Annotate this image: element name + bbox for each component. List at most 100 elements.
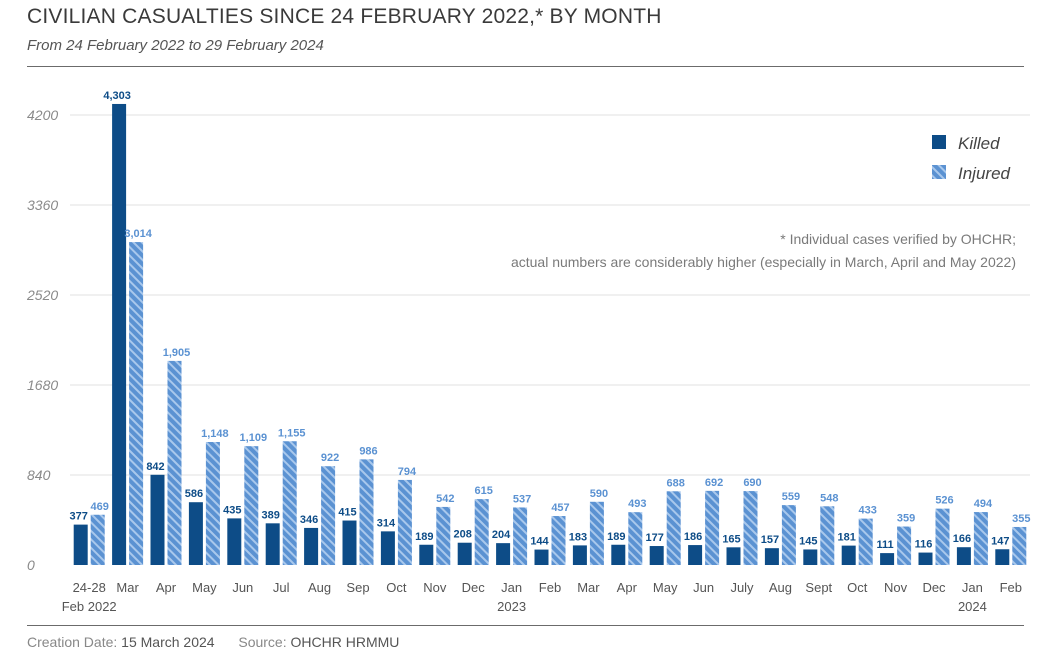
value-label-killed: 147	[991, 535, 1009, 547]
annotation-note: * Individual cases verified by OHCHR; ac…	[511, 231, 1016, 270]
value-label-killed: 165	[722, 533, 740, 545]
value-label-killed: 189	[415, 531, 433, 543]
value-label-killed: 842	[146, 461, 164, 473]
value-label-injured: 692	[705, 477, 723, 489]
value-label-injured: 494	[974, 498, 993, 510]
x-tick-label: Sept	[805, 580, 832, 595]
x-tick-label: Jun	[693, 580, 714, 595]
bar-injured	[743, 491, 758, 565]
bar-killed	[534, 549, 549, 565]
legend-injured-swatch	[932, 165, 946, 179]
value-label-killed: 181	[838, 532, 856, 544]
value-label-killed: 415	[338, 507, 356, 519]
value-label-killed: 346	[300, 514, 318, 526]
x-tick-label: Oct	[386, 580, 407, 595]
value-label-injured: 615	[475, 485, 493, 497]
bar-killed	[457, 542, 472, 565]
bar-killed	[611, 544, 626, 565]
bar-injured	[244, 446, 259, 565]
bar-killed	[572, 545, 587, 565]
x-tick-label: Apr	[617, 580, 638, 595]
value-label-injured: 548	[820, 492, 838, 504]
value-label-killed: 377	[70, 511, 88, 523]
bar-injured	[436, 506, 451, 565]
y-axis-ticks: 0 840 1680 2520 3360 4200	[26, 107, 58, 573]
y-tick-label: 1680	[27, 377, 58, 393]
bars	[73, 103, 1027, 566]
x-axis-labels: 24-28 Feb 2022 Mar Apr May Jun Jul Aug Sep Oct Nov…	[62, 580, 1022, 614]
bar-killed	[726, 547, 741, 565]
y-tick-label: 840	[27, 467, 51, 483]
bar-injured	[897, 526, 912, 565]
x-tick-label: Dec	[922, 580, 946, 595]
value-label-killed: 144	[530, 536, 549, 548]
bar-injured	[359, 459, 374, 565]
bar-injured	[820, 506, 835, 565]
bar-killed	[956, 547, 971, 565]
value-label-injured: 542	[436, 493, 454, 505]
x-tick-label: Jun	[232, 580, 253, 595]
x-tick-label: Jan	[501, 580, 522, 595]
value-label-injured: 469	[91, 501, 109, 513]
x-tick-label: Feb	[1000, 580, 1022, 595]
y-tick-label: 2520	[26, 287, 58, 303]
bar-injured	[321, 466, 336, 565]
value-label-killed: 435	[223, 504, 241, 516]
value-label-killed: 189	[607, 531, 625, 543]
y-tick-label: 0	[27, 557, 35, 573]
bar-injured	[397, 479, 412, 565]
x-tick-sublabel: 2024	[958, 599, 987, 614]
annotation-line-1: * Individual cases verified by OHCHR;	[780, 231, 1016, 247]
bar-killed	[688, 545, 703, 565]
x-tick-sublabel: Feb 2022	[62, 599, 117, 614]
value-label-injured: 690	[743, 477, 761, 489]
bar-injured	[513, 507, 528, 565]
value-label-killed: 145	[799, 535, 817, 547]
x-tick-label: Oct	[847, 580, 868, 595]
value-label-injured: 590	[590, 488, 608, 500]
chart-title: CIVILIAN CASUALTIES SINCE 24 FEBRUARY 20…	[27, 5, 662, 28]
value-label-injured: 433	[859, 505, 877, 517]
x-tick-label: Mar	[116, 580, 139, 595]
bar-killed	[880, 553, 895, 565]
value-label-killed: 116	[915, 539, 933, 551]
bar-injured	[935, 508, 950, 565]
y-tick-label: 3360	[27, 197, 58, 213]
value-label-injured: 688	[667, 477, 685, 489]
bar-killed	[304, 527, 319, 565]
footer: Creation Date: 15 March 2024 Source: OHC…	[27, 634, 399, 650]
x-tick-label: Sep	[346, 580, 369, 595]
bar-killed	[112, 103, 127, 565]
value-label-killed: 4,303	[103, 90, 131, 102]
value-label-injured: 537	[513, 493, 531, 505]
value-label-injured: 1,109	[240, 432, 268, 444]
bar-injured	[705, 490, 720, 565]
x-tick-label: July	[730, 580, 754, 595]
bar-killed	[995, 549, 1010, 565]
x-tick-label: Aug	[308, 580, 331, 595]
value-label-killed: 166	[953, 533, 971, 545]
x-tick-label: Nov	[423, 580, 447, 595]
bar-killed	[496, 543, 511, 565]
value-label-killed: 177	[646, 532, 664, 544]
value-label-injured: 922	[321, 452, 339, 464]
value-label-killed: 186	[684, 531, 702, 543]
value-label-killed: 111	[877, 539, 894, 551]
value-label-killed: 157	[761, 534, 779, 546]
value-label-injured: 1,148	[201, 428, 229, 440]
bar-injured	[474, 499, 489, 565]
value-label-killed: 314	[377, 517, 396, 529]
bar-killed	[73, 524, 88, 565]
value-label-injured: 526	[935, 495, 953, 507]
x-tick-label: Jan	[962, 580, 983, 595]
bar-killed	[342, 520, 357, 565]
value-label-injured: 359	[897, 513, 915, 525]
value-label-killed: 586	[185, 488, 203, 500]
x-tick-label: Aug	[769, 580, 792, 595]
bar-killed	[188, 502, 203, 565]
value-label-injured: 986	[359, 445, 377, 457]
value-label-killed: 208	[454, 529, 472, 541]
x-tick-label: 24-28	[73, 580, 106, 595]
